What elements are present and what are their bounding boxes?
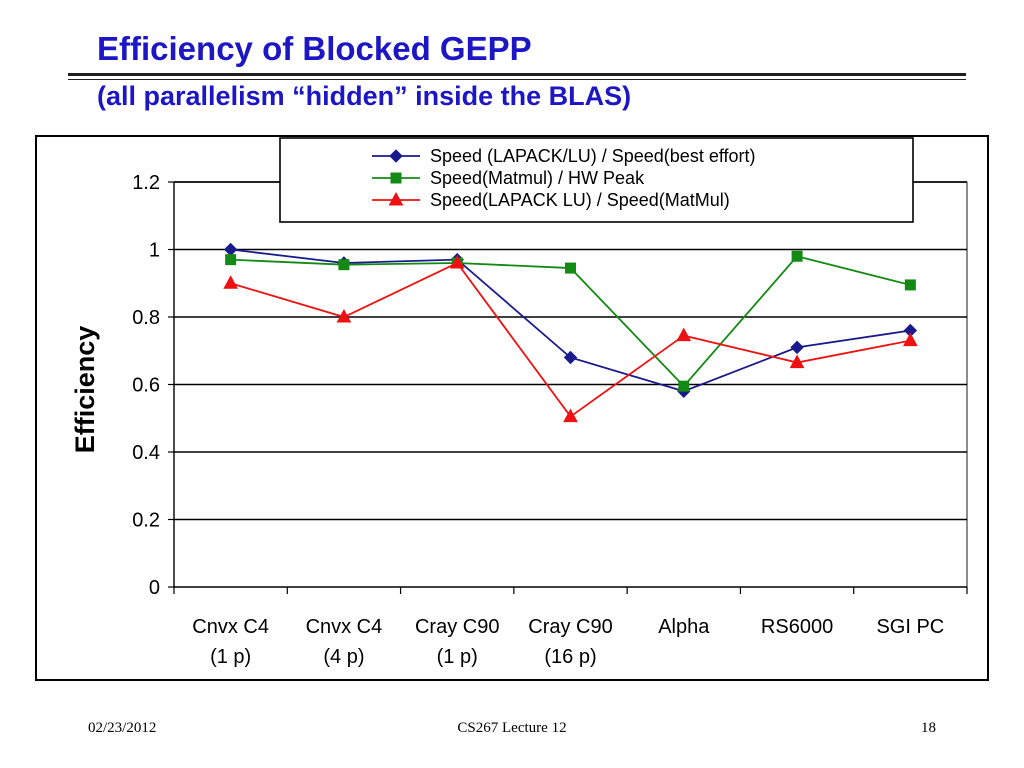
x-category-label: (1 p) [437, 646, 478, 668]
data-point-square [904, 279, 916, 291]
y-tick-label: 0.8 [132, 307, 160, 329]
x-category-label: Cnvx C4 [192, 616, 269, 638]
legend-label: Speed(Matmul) / HW Peak [430, 168, 645, 188]
slide-title: Efficiency of Blocked GEPP [97, 30, 532, 67]
legend-marker-diamond [389, 149, 403, 163]
data-point-diamond [790, 340, 804, 355]
y-tick-label: 0.6 [132, 375, 160, 397]
footer-date: 02/23/2012 [88, 720, 157, 736]
x-category-label: (1 p) [210, 646, 251, 668]
x-category-label: Cnvx C4 [306, 616, 383, 638]
data-point-diamond [223, 242, 238, 257]
data-point-square [678, 380, 690, 392]
x-category-label: RS6000 [761, 616, 833, 638]
data-point-square [565, 262, 576, 274]
y-tick-label: 1 [149, 240, 160, 262]
slide-subtitle: (all parallelism “hidden” inside the BLA… [97, 81, 632, 111]
legend-label: Speed(LAPACK LU) / Speed(MatMul) [430, 190, 730, 210]
series-line-square [230, 255, 911, 388]
data-point-triangle [223, 275, 238, 289]
x-category-label: (4 p) [323, 646, 364, 668]
legend-label: Speed (LAPACK/LU) / Speed(best effort) [430, 146, 756, 166]
x-category-label: (16 p) [544, 646, 596, 668]
y-tick-label: 0 [149, 577, 160, 599]
series-line-triangle [230, 261, 911, 418]
data-point-square [225, 254, 237, 266]
title-underline-thick [68, 73, 966, 76]
legend-box [279, 137, 914, 223]
data-point-triangle [563, 408, 578, 423]
x-category-label: SGI PC [876, 616, 944, 638]
title-underline-thin [68, 79, 966, 80]
data-point-triangle [676, 327, 692, 342]
x-category-label: Alpha [658, 616, 710, 638]
y-tick-label: 0.2 [132, 510, 160, 532]
y-tick-label: 0.4 [132, 442, 160, 464]
data-point-square [338, 259, 350, 271]
footer-lecture: CS267 Lecture 12 [457, 720, 567, 736]
legend-marker-square [390, 172, 402, 184]
legend-marker-triangle [388, 191, 404, 206]
y-tick-label: 1.2 [132, 172, 160, 194]
data-point-square [791, 250, 803, 262]
data-point-triangle [789, 354, 805, 369]
x-category-label: Cray C90 [528, 616, 612, 638]
data-point-triangle [903, 332, 918, 347]
data-point-triangle [336, 308, 352, 323]
footer-page-number: 18 [921, 720, 936, 736]
x-category-label: Cray C90 [415, 616, 499, 638]
data-point-triangle [449, 254, 465, 269]
data-point-diamond [563, 350, 578, 365]
y-axis-title: Efficiency [70, 326, 100, 454]
chart-frame [35, 135, 989, 681]
